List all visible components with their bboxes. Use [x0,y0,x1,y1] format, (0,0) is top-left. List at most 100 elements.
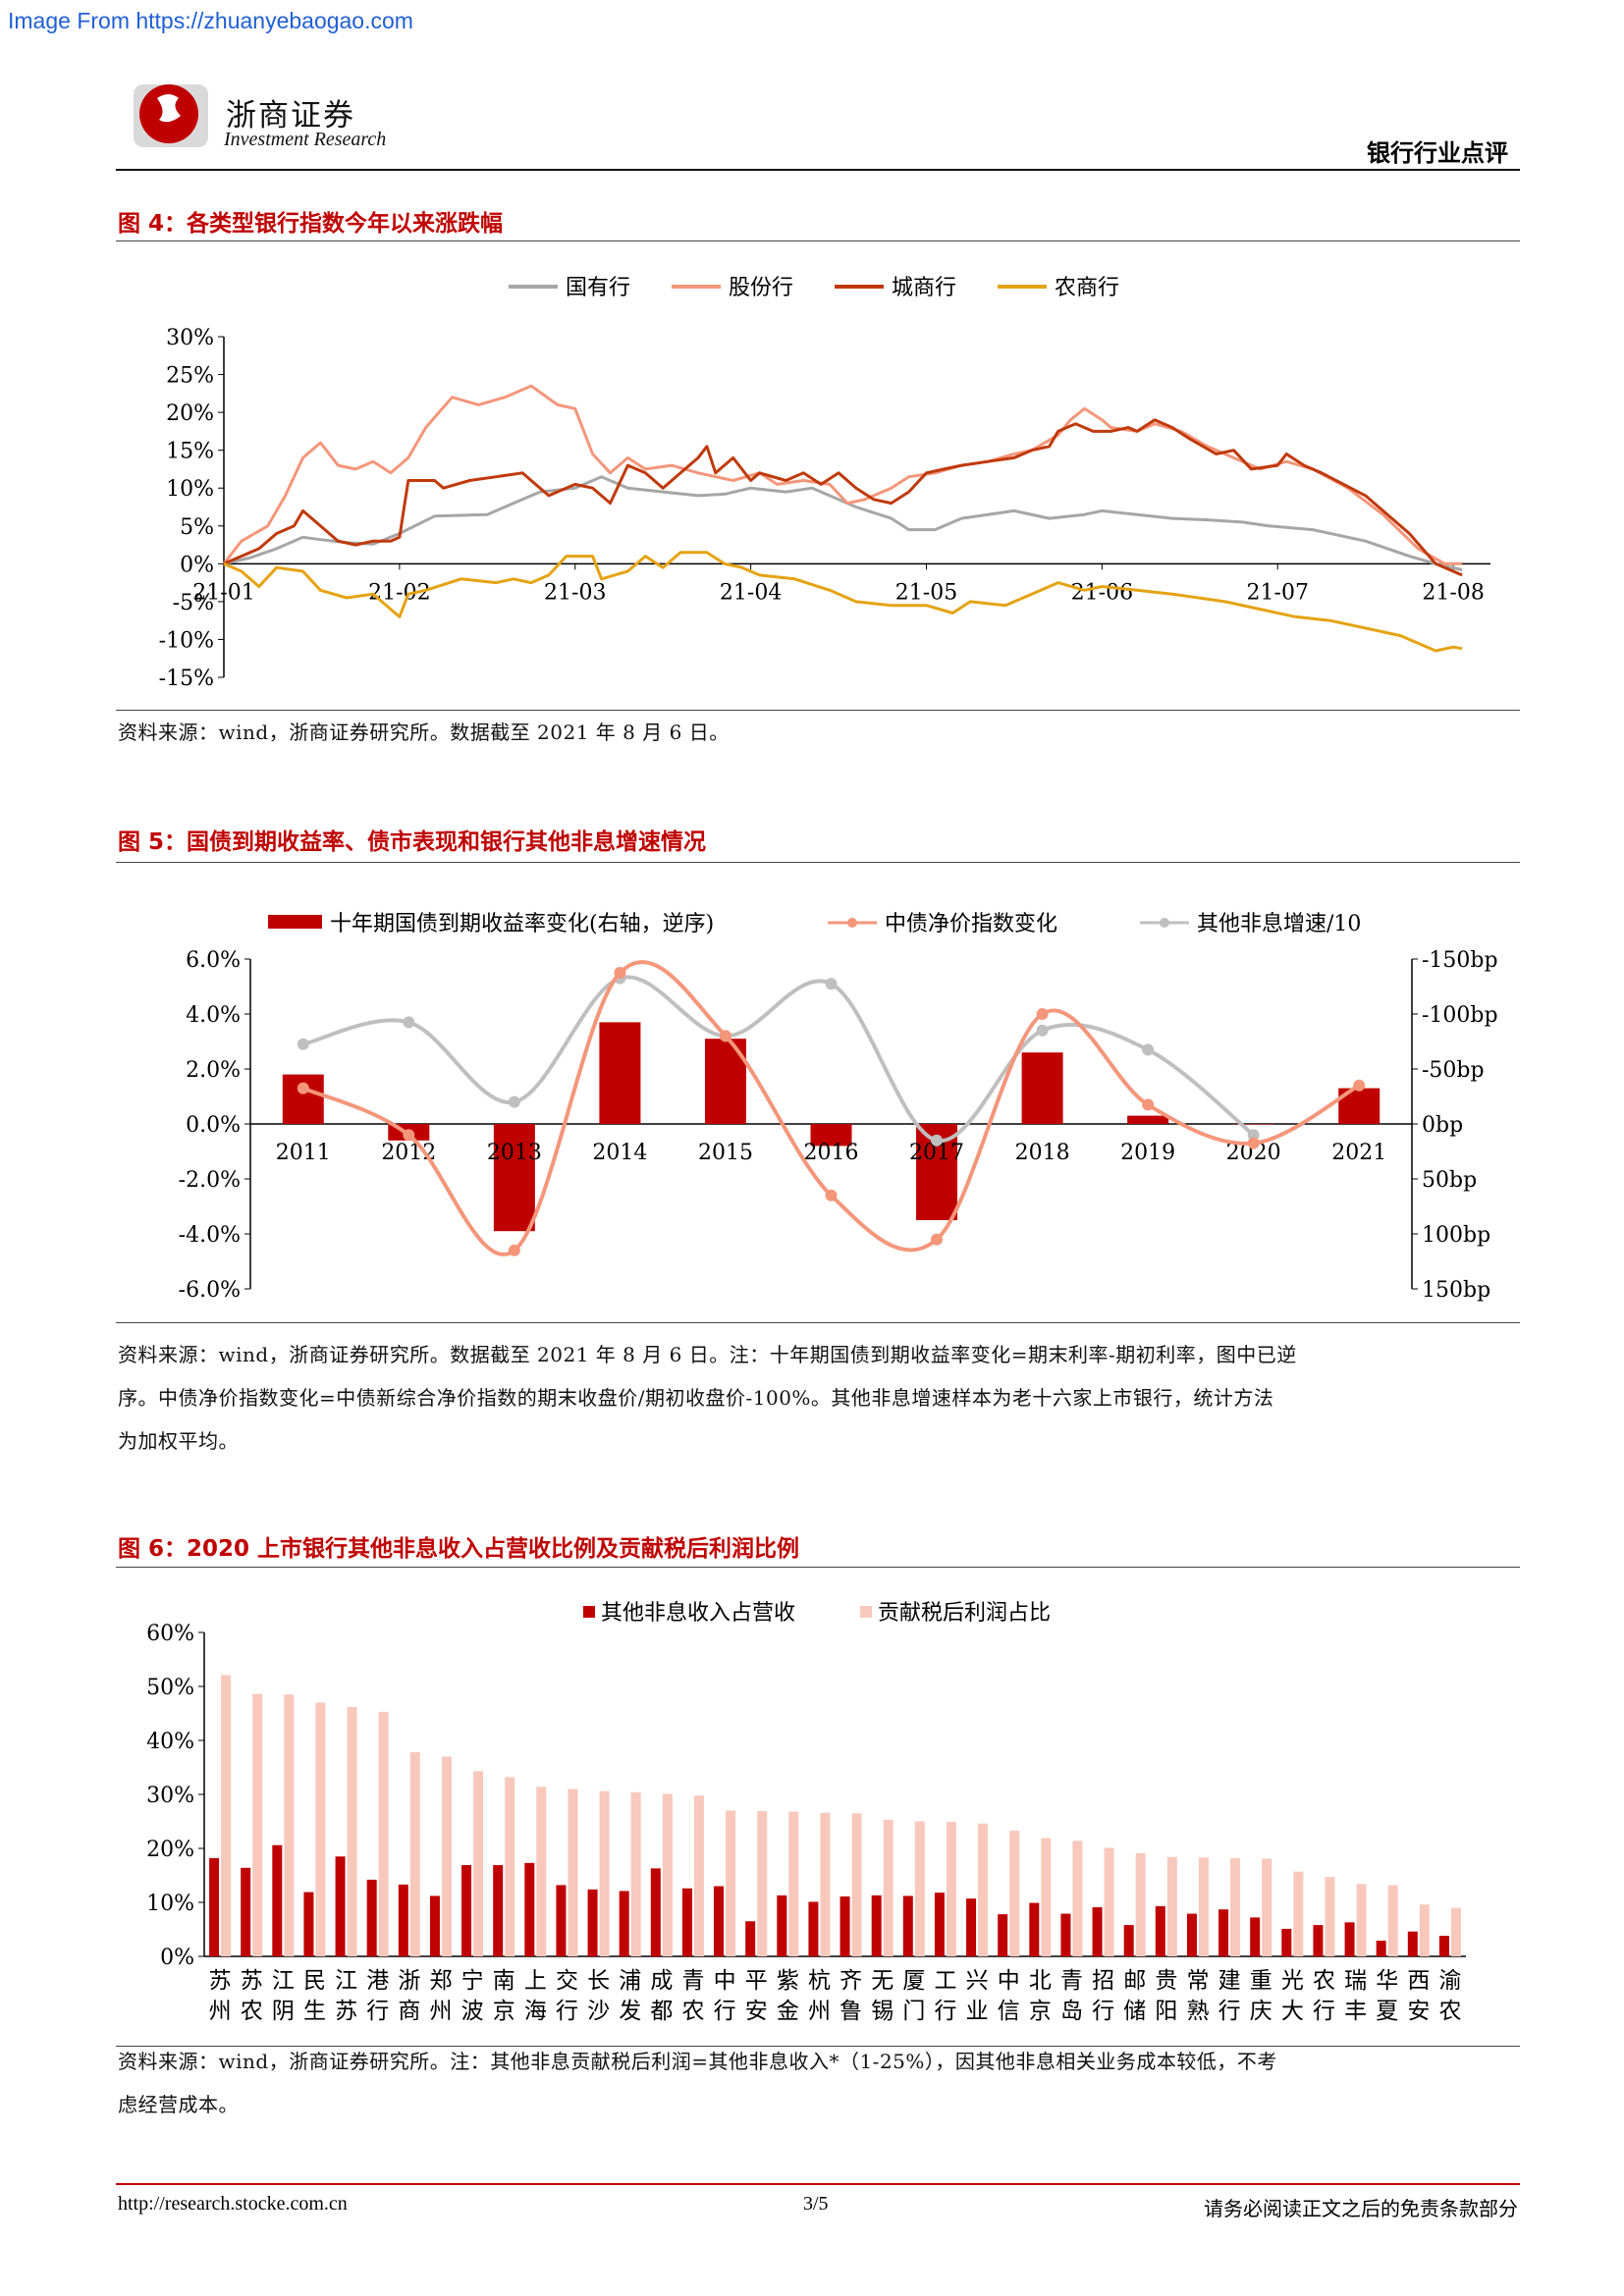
x-tick-label: 2019 [1120,1141,1175,1165]
figure-5-source-line-3: 为加权平均。 [118,1429,239,1453]
x-tick-label: 杭 [808,1968,831,1994]
bar-profit-share [252,1693,263,1956]
right-tick-label: 50bp [1422,1168,1477,1193]
bar-other-noninterest [871,1895,882,1956]
x-tick-label: 工 [934,1968,956,1994]
series-marker-1 [825,1189,838,1201]
bar-profit-share [630,1791,641,1956]
bar-profit-share [1104,1847,1114,1956]
x-tick-label: 发 [619,1999,641,2024]
x-tick-label: 紫 [777,1968,799,1994]
x-tick-label: 波 [461,1999,484,2024]
bar-profit-share [1293,1871,1304,1956]
legend-label: 贡献税后利润占比 [878,1601,1051,1626]
x-tick-label: 21-08 [1422,580,1484,605]
x-tick-label: 华 [1376,1968,1398,1994]
x-tick-label: 商 [398,1999,420,2024]
x-tick-label: 青 [681,1968,704,1994]
series-marker-1 [719,1030,731,1042]
x-tick-label: 中 [998,1968,1020,1994]
bar-profit-share [441,1756,452,1956]
bar-profit-share [378,1711,389,1956]
bar [282,1074,324,1124]
x-tick-label: 苏 [209,1968,232,1994]
x-tick-label: 京 [1029,1999,1052,2024]
legend-label: 城商行 [892,276,956,300]
figure-6-chart: 其他非息收入占营收 贡献税后利润占比60%50%40%30%20%10%0%苏州苏… [146,1601,1466,2024]
series-marker-2 [931,1134,944,1147]
bar-other-noninterest [650,1868,661,1956]
bar-other-noninterest [714,1886,725,1956]
x-tick-label: 民 [303,1968,326,1994]
figure-4-title: 图 4：各类型银行指数今年以来涨跌幅 [118,211,504,237]
figure-6-source-line-2: 虑经营成本。 [118,2093,239,2116]
bar-profit-share [1072,1841,1083,1956]
footer-url-link[interactable]: http://research.stocke.com.cn [118,2193,348,2215]
legend-label: 其他非息增速/10 [1197,912,1361,936]
bar-other-noninterest [934,1893,945,1956]
x-tick-label: 21-01 [192,580,254,605]
bar-profit-share [505,1777,515,1956]
bar-other-noninterest [998,1914,1008,1956]
figure-5-rule-bottom [116,1322,1520,1323]
watermark-link[interactable]: Image From https://zhuanyebaogao.com [8,8,413,33]
bar-other-noninterest [1344,1922,1355,1956]
logo-icon [134,84,208,147]
right-tick-label: 0bp [1422,1113,1463,1138]
bar-other-noninterest [429,1896,440,1956]
bar-profit-share [1325,1877,1335,1956]
x-tick-label: 21-07 [1247,580,1309,605]
x-tick-label: 锡 [871,1999,893,2024]
right-tick-label: -100bp [1422,1003,1498,1028]
bar-other-noninterest [1407,1931,1418,1956]
x-tick-label: 成 [650,1968,673,1994]
series-line-1 [223,475,1463,571]
x-tick-label: 苏 [335,1999,357,2024]
x-tick-label: 京 [493,1999,515,2024]
x-tick-label: 兴 [966,1968,989,1994]
figure-4-chart: 国有行 股份行 城商行 农商行 30% 25% 20% 15% 10% 5% 0% -5% -10% -1… [159,276,1490,691]
left-tick-label: 0.0% [186,1113,241,1138]
y-tick-label: -15% [159,667,214,691]
series-marker-1 [297,1082,309,1095]
bar-other-noninterest [524,1862,535,1956]
x-tick-label: 无 [871,1968,893,1994]
series-line-1 [301,960,1361,1256]
bar-other-noninterest [1250,1917,1261,1956]
figure-4-rule-top [116,240,1520,241]
bar-other-noninterest [966,1898,977,1956]
x-tick-label: 2021 [1331,1141,1386,1165]
x-tick-label: 厦 [902,1968,925,1994]
x-tick-label: 农 [241,1999,263,2024]
x-tick-label: 农 [1313,1968,1335,1994]
bar-profit-share [1198,1857,1209,1956]
left-tick-label: 2.0% [186,1058,241,1083]
bar-profit-share [221,1675,232,1956]
figure-6-source: 资料来源：wind，浙商证券研究所。注：其他非息贡献税后利润=其他非息收入*（1… [118,2040,1520,2126]
series-marker-1 [508,1244,520,1256]
legend-label: 其他非息收入占营收 [601,1601,795,1626]
x-tick-label: 金 [777,1999,799,2024]
x-tick-label: 熟 [1186,1999,1209,2024]
right-tick-label: 150bp [1422,1278,1490,1303]
x-tick-label: 海 [524,1999,547,2024]
x-tick-label: 都 [650,1999,673,2024]
bar-profit-share [1166,1856,1177,1956]
x-tick-label: 西 [1407,1968,1430,1994]
bar-other-noninterest [272,1844,283,1956]
bar-profit-share [1387,1885,1398,1956]
y-tick-label: -5% [173,591,214,615]
bar-profit-share [1135,1852,1146,1956]
bar-other-noninterest [1186,1913,1197,1956]
legend-label: 农商行 [1055,276,1119,300]
y-tick-label: 20% [166,401,214,426]
figure-6-rule-bottom [116,2046,1520,2047]
x-tick-label: 江 [335,1968,357,1994]
bar-profit-share [473,1771,484,1956]
bar-other-noninterest [808,1901,819,1956]
series-marker-1 [931,1233,944,1246]
bar-profit-share [568,1789,578,1956]
bar-other-noninterest [1029,1902,1040,1956]
bar-profit-share [820,1812,831,1956]
x-tick-label: 招 [1092,1968,1114,1994]
